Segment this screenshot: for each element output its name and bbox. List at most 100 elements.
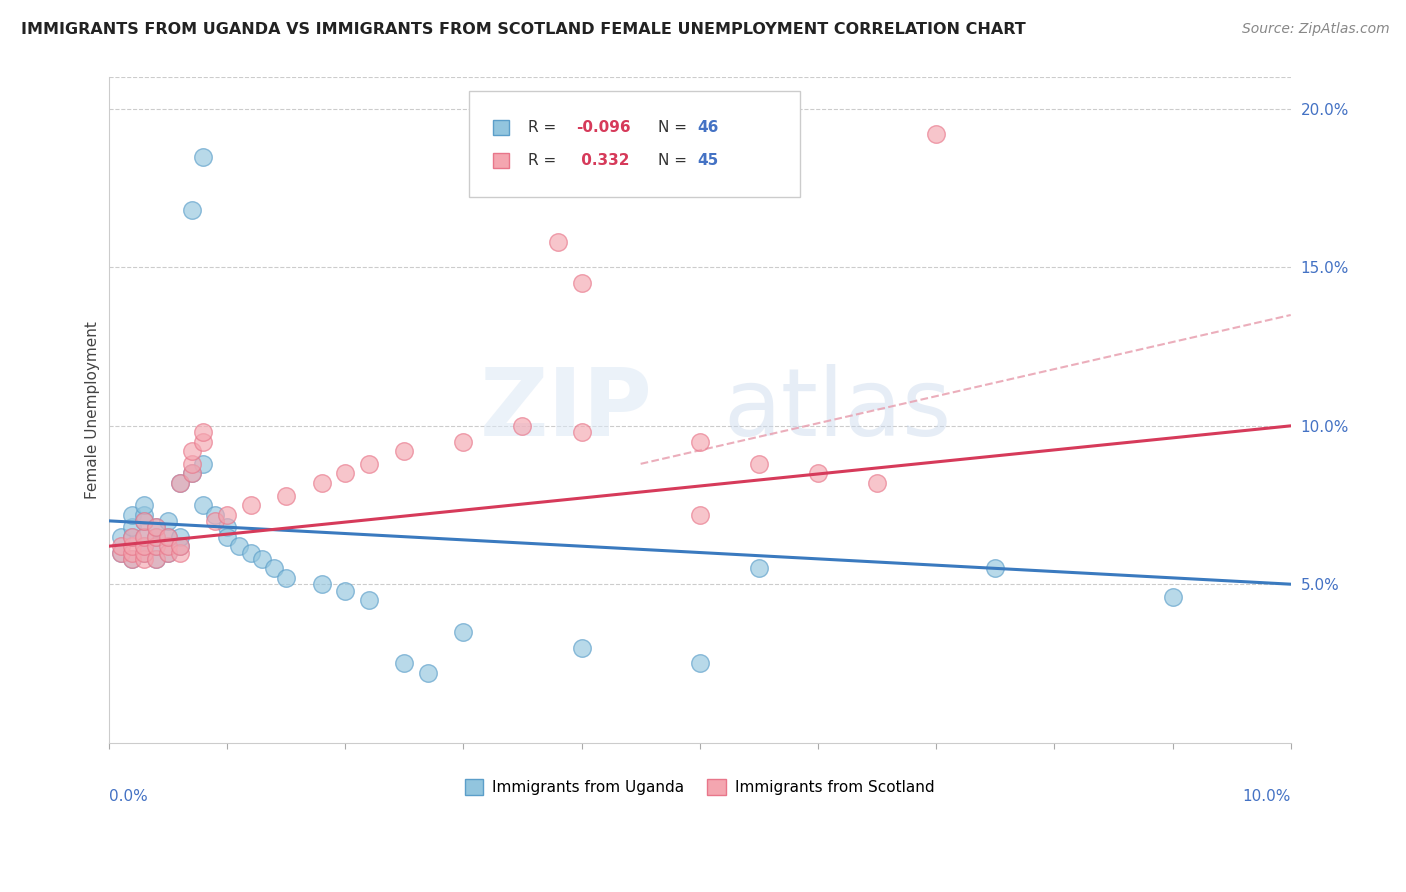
Text: 45: 45 [697, 153, 718, 169]
Text: IMMIGRANTS FROM UGANDA VS IMMIGRANTS FROM SCOTLAND FEMALE UNEMPLOYMENT CORRELATI: IMMIGRANTS FROM UGANDA VS IMMIGRANTS FRO… [21, 22, 1026, 37]
Legend: Immigrants from Uganda, Immigrants from Scotland: Immigrants from Uganda, Immigrants from … [458, 773, 941, 801]
Point [134, 530, 156, 544]
Point [134, 530, 156, 544]
Point [169, 475, 191, 490]
Point [193, 498, 215, 512]
Text: R =: R = [529, 120, 561, 135]
Point [204, 508, 226, 522]
FancyBboxPatch shape [494, 153, 509, 168]
Point [156, 514, 179, 528]
Point [110, 545, 132, 559]
Point [357, 457, 380, 471]
Point [215, 520, 238, 534]
Point [134, 498, 156, 512]
Point [193, 434, 215, 449]
Point [110, 530, 132, 544]
Point [145, 552, 167, 566]
Point [156, 530, 179, 544]
Point [571, 277, 593, 291]
Point [169, 539, 191, 553]
Point [1161, 590, 1184, 604]
Point [134, 545, 156, 559]
FancyBboxPatch shape [494, 120, 509, 135]
Point [357, 593, 380, 607]
Text: 46: 46 [697, 120, 718, 135]
Point [134, 514, 156, 528]
Point [156, 539, 179, 553]
Point [512, 418, 534, 433]
Point [239, 498, 262, 512]
Point [121, 552, 143, 566]
Text: 10.0%: 10.0% [1243, 789, 1291, 804]
Point [180, 467, 202, 481]
Point [180, 457, 202, 471]
Point [193, 425, 215, 439]
Text: -0.096: -0.096 [575, 120, 630, 135]
Point [571, 640, 593, 655]
Point [121, 520, 143, 534]
Point [180, 467, 202, 481]
Point [453, 624, 475, 639]
Point [453, 434, 475, 449]
Point [156, 545, 179, 559]
Point [180, 203, 202, 218]
Point [121, 539, 143, 553]
Point [121, 552, 143, 566]
Point [984, 561, 1007, 575]
Text: R =: R = [529, 153, 561, 169]
Point [134, 545, 156, 559]
Point [121, 530, 143, 544]
Point [134, 514, 156, 528]
Point [156, 530, 179, 544]
Point [121, 530, 143, 544]
Point [134, 552, 156, 566]
Point [134, 539, 156, 553]
Point [193, 150, 215, 164]
Point [145, 530, 167, 544]
Point [121, 545, 143, 559]
Point [110, 545, 132, 559]
Point [689, 508, 711, 522]
Point [333, 467, 356, 481]
Point [333, 583, 356, 598]
Point [571, 425, 593, 439]
Text: N =: N = [658, 120, 692, 135]
FancyBboxPatch shape [470, 91, 800, 197]
Point [394, 444, 416, 458]
Point [169, 475, 191, 490]
Point [215, 508, 238, 522]
Point [925, 128, 948, 142]
Point [169, 539, 191, 553]
Point [748, 561, 770, 575]
Y-axis label: Female Unemployment: Female Unemployment [86, 321, 100, 499]
Point [311, 475, 333, 490]
Point [145, 539, 167, 553]
Point [145, 539, 167, 553]
Text: 0.0%: 0.0% [108, 789, 148, 804]
Text: atlas: atlas [723, 364, 952, 456]
Text: N =: N = [658, 153, 692, 169]
Text: ZIP: ZIP [479, 364, 652, 456]
Point [121, 508, 143, 522]
Point [193, 457, 215, 471]
Point [145, 520, 167, 534]
Text: 0.332: 0.332 [575, 153, 628, 169]
Point [215, 530, 238, 544]
Point [228, 539, 250, 553]
Point [145, 520, 167, 534]
Point [180, 444, 202, 458]
Point [169, 530, 191, 544]
Text: Source: ZipAtlas.com: Source: ZipAtlas.com [1241, 22, 1389, 37]
Point [263, 561, 285, 575]
Point [807, 467, 830, 481]
Point [252, 552, 274, 566]
Point [239, 545, 262, 559]
Point [689, 434, 711, 449]
Point [547, 235, 569, 249]
Point [394, 657, 416, 671]
Point [689, 657, 711, 671]
Point [134, 508, 156, 522]
Point [274, 489, 297, 503]
Point [748, 457, 770, 471]
Point [866, 475, 889, 490]
